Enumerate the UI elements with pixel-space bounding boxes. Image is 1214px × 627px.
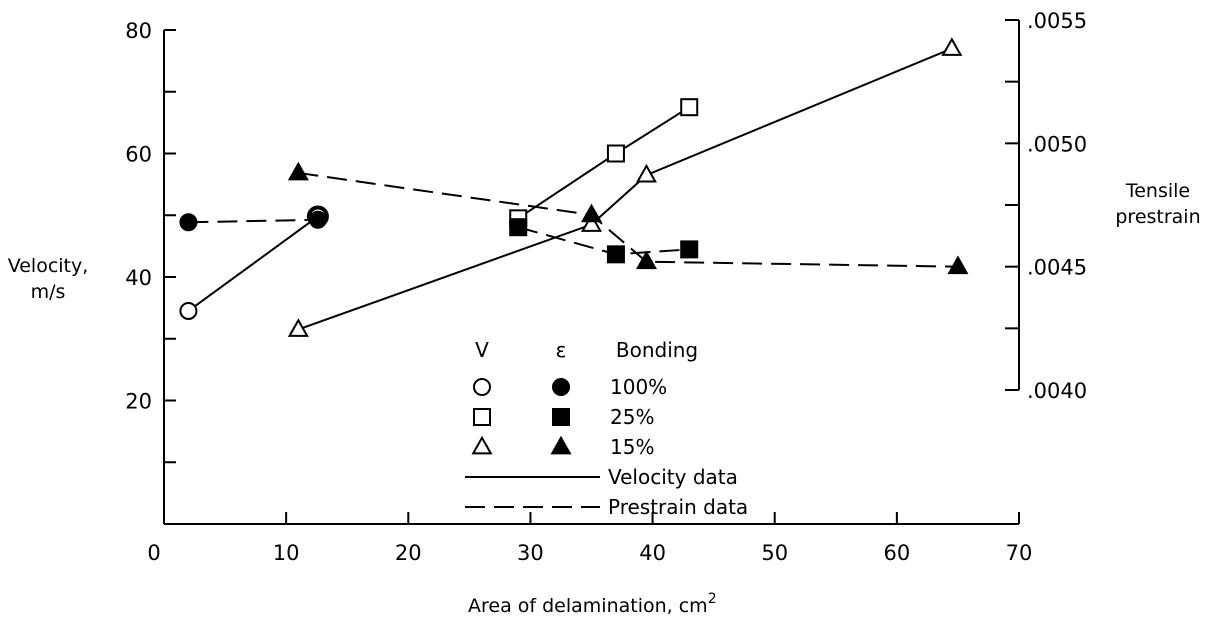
x-tick-label: 50 bbox=[761, 541, 788, 565]
series-line-prestrain-100 bbox=[188, 218, 318, 224]
data-point-prestrain-15 bbox=[947, 255, 969, 275]
y-axis-right-label: Tensile bbox=[1125, 180, 1190, 202]
data-point-prestrain-100 bbox=[308, 210, 327, 229]
x-tick-label: 60 bbox=[883, 541, 910, 565]
legend-line-label: Velocity data bbox=[608, 465, 738, 489]
legend-bonding-label: 100% bbox=[610, 375, 667, 399]
y-left-tick-label: 60 bbox=[125, 143, 152, 167]
legend-header-v: V bbox=[475, 338, 489, 362]
data-point-prestrain-25 bbox=[509, 218, 528, 237]
data-point-prestrain-15 bbox=[635, 250, 657, 270]
x-tick-label: 30 bbox=[517, 541, 544, 565]
data-point-velocity-15 bbox=[635, 163, 657, 183]
data-point-velocity-15 bbox=[287, 318, 309, 337]
y-right-tick-label: .0040 bbox=[1027, 379, 1087, 403]
legend-open-square bbox=[473, 408, 491, 426]
legend-filled-circle bbox=[552, 378, 570, 396]
legend-bonding-label: 15% bbox=[610, 435, 654, 459]
x-tick-label: 0 bbox=[147, 541, 160, 565]
x-tick-label: 40 bbox=[639, 541, 666, 565]
data-point-velocity-100 bbox=[179, 301, 198, 320]
legend-open-triangle bbox=[471, 435, 493, 455]
y-axis-right-label: prestrain bbox=[1115, 206, 1200, 228]
series-layer bbox=[179, 37, 969, 337]
y-right-tick-label: .0055 bbox=[1027, 9, 1087, 33]
x-axis-label: Area of delamination, cm2 bbox=[468, 591, 717, 617]
data-point-velocity-15 bbox=[580, 213, 603, 232]
legend-header-epsilon: ε bbox=[556, 338, 567, 362]
legend-bonding-label: 25% bbox=[610, 405, 654, 429]
data-point-prestrain-100 bbox=[179, 213, 198, 232]
x-tick-label: 20 bbox=[395, 541, 422, 565]
data-point-velocity-25 bbox=[680, 98, 699, 117]
y-left-tick-label: 80 bbox=[125, 19, 152, 43]
series-line-prestrain-15 bbox=[298, 171, 958, 268]
series-line-velocity-100 bbox=[187, 215, 319, 312]
legend-filled-triangle bbox=[550, 435, 572, 455]
y-left-tick-label: 20 bbox=[125, 390, 152, 414]
y-left-tick-label: 40 bbox=[125, 266, 152, 290]
axes: 20 40 60 80 0 10 20 30 40 50 60 70 .0040 .0045 .0050 .0… bbox=[8, 9, 1201, 617]
legend-header-bonding: Bonding bbox=[616, 338, 698, 362]
y-right-tick-label: .0045 bbox=[1027, 256, 1087, 280]
y-right-tick-label: .0050 bbox=[1027, 132, 1087, 156]
data-point-prestrain-15 bbox=[580, 203, 603, 223]
y-axis-left-label: m/s bbox=[31, 281, 66, 303]
data-point-prestrain-25 bbox=[606, 245, 625, 264]
data-point-prestrain-25 bbox=[680, 240, 699, 259]
legend-open-circle bbox=[473, 378, 491, 396]
series-line-velocity-25 bbox=[517, 106, 690, 220]
series-line-velocity-15 bbox=[298, 47, 953, 331]
x-tick-label: 10 bbox=[273, 541, 300, 565]
data-point-velocity-15 bbox=[941, 37, 963, 56]
data-point-prestrain-15 bbox=[287, 161, 309, 181]
y-axis-left-label: Velocity, bbox=[8, 255, 89, 277]
x-axis-label-superscript: 2 bbox=[708, 591, 717, 607]
data-point-velocity-25 bbox=[606, 144, 625, 163]
legend-line-label: Prestrain data bbox=[608, 495, 748, 519]
legend-filled-square bbox=[552, 408, 570, 426]
x-tick-label: 70 bbox=[1006, 541, 1033, 565]
